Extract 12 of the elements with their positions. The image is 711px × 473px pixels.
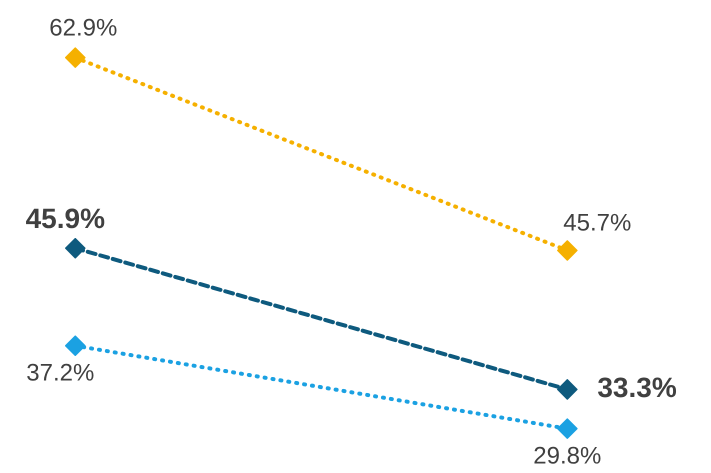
data-label: 45.9% <box>26 203 106 234</box>
data-label: 33.3% <box>597 372 677 403</box>
point <box>556 240 578 261</box>
point <box>556 418 578 440</box>
data-label: 29.8% <box>533 442 602 470</box>
point <box>64 238 86 259</box>
point <box>556 379 578 400</box>
data-label: 45.7% <box>563 209 632 236</box>
data-label: 37.2% <box>26 360 94 387</box>
point <box>64 47 86 68</box>
point <box>64 335 86 356</box>
data-label: 62.9% <box>49 14 118 42</box>
